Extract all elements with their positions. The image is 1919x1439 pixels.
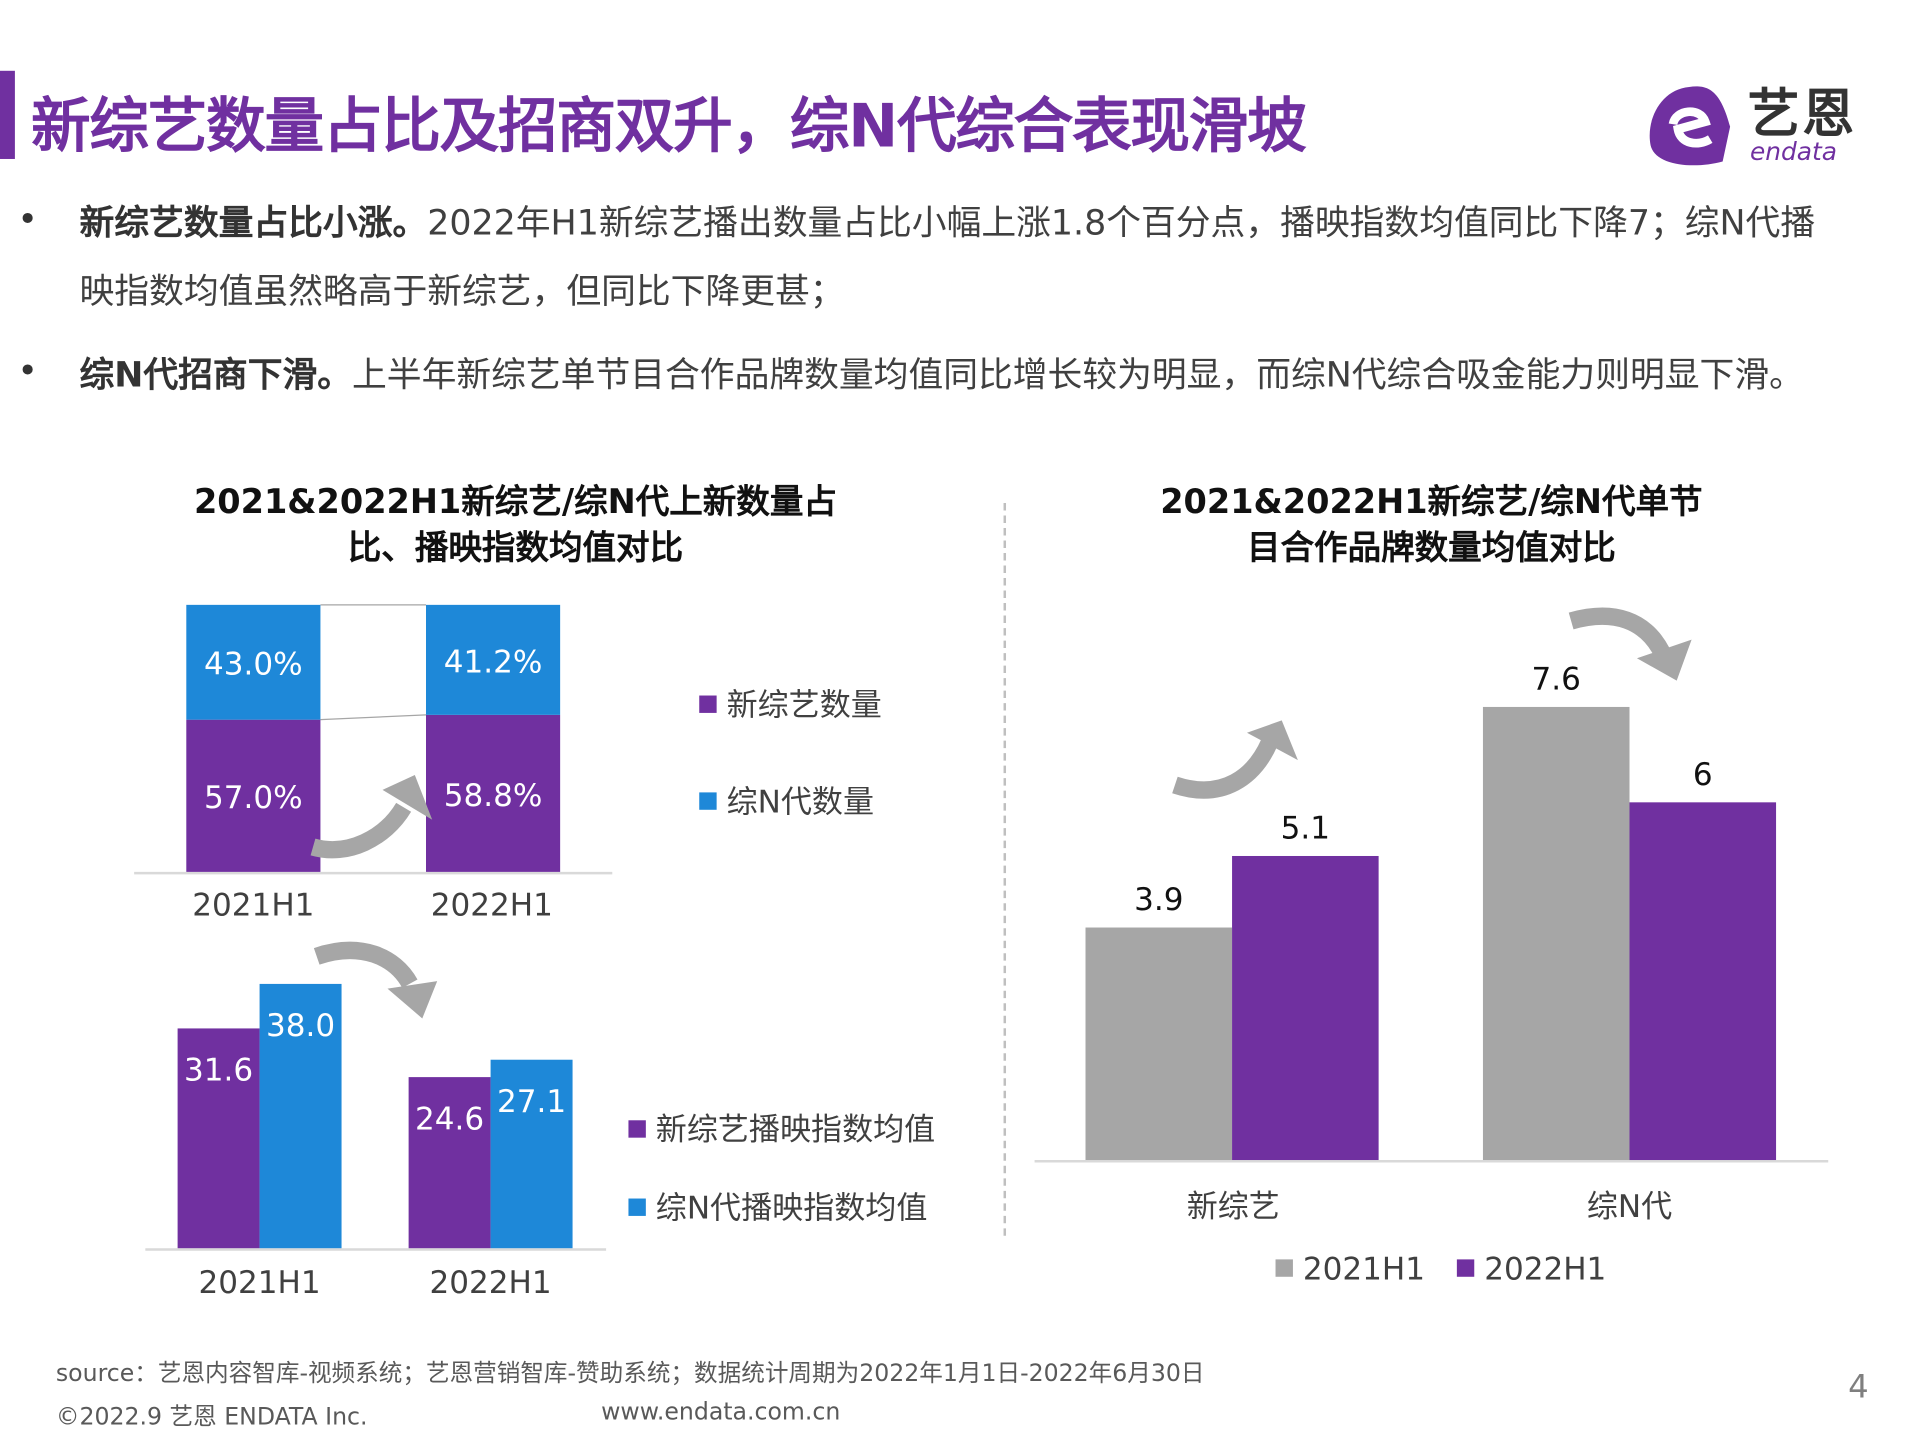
- page-number: 4: [1848, 1368, 1869, 1406]
- website-link[interactable]: www.endata.com.cn: [601, 1398, 841, 1426]
- bullet-2: 综N代招商下滑。上半年新综艺单节目合作品牌数量均值同比增长较为明显，而综N代综合…: [79, 340, 1843, 408]
- data-label: 5.1: [1281, 811, 1330, 847]
- legend-swatch: [1275, 1259, 1293, 1277]
- legend-label: 2021H1: [1302, 1250, 1425, 1287]
- source-note: source：艺恩内容智库-视频系统；艺恩营销智库-赞助系统；数据统计周期为20…: [55, 1359, 1205, 1388]
- legend-label: 综N代播映指数均值: [655, 1189, 928, 1226]
- data-label: 57.0%: [204, 780, 303, 816]
- bar-segment: [426, 604, 561, 715]
- connector-line: [320, 714, 427, 721]
- endata-logo: 艺恩 endata: [1646, 77, 1882, 170]
- bar: [1629, 802, 1777, 1161]
- data-label: 27.1: [497, 1084, 566, 1120]
- bullet-2-text: 上半年新综艺单节目合作品牌数量均值同比增长较为明显，而综N代综合吸金能力则明显下…: [352, 353, 1804, 395]
- x-tick-label: 2022H1: [430, 886, 553, 923]
- bar-segment: [186, 604, 321, 720]
- left-chart-title: 2021&2022H1新综艺/综N代上新数量占比、播映指数均值对比: [193, 483, 837, 568]
- bullet-dot: •: [17, 350, 38, 392]
- bullet-1-heading: 新综艺数量占比小涨。: [79, 202, 428, 244]
- bar: [1232, 855, 1379, 1161]
- legend-swatch: [628, 1120, 646, 1138]
- copyright: ©2022.9 艺恩 ENDATA Inc.: [55, 1403, 368, 1431]
- up-arrow-icon: [1172, 738, 1278, 799]
- bar-segment: [186, 719, 321, 872]
- logo-e-icon: [1649, 86, 1731, 166]
- right-chart-title: 2021&2022H1新综艺/综N代单节目合作品牌数量均值对比: [1160, 483, 1703, 568]
- bullet-dot: •: [17, 198, 38, 240]
- down-arrow-icon-head: [387, 981, 438, 1019]
- legend-item: 2021H1: [1275, 1250, 1425, 1287]
- bar-segment: [426, 714, 561, 872]
- x-tick-label: 2022H1: [429, 1264, 552, 1301]
- legend-label: 2022H1: [1484, 1250, 1607, 1287]
- down-arrow-icon-head: [1636, 639, 1692, 681]
- data-label: 31.6: [184, 1053, 253, 1089]
- data-label: 3.9: [1134, 882, 1183, 918]
- bullet-1-text: 2022年H1新综艺播出数量占比小幅上涨1.8个百分点，播映指数均值同比下降7；…: [79, 202, 1816, 312]
- x-tick-label: 2021H1: [198, 1264, 321, 1301]
- x-tick-label: 综N代: [1586, 1188, 1673, 1225]
- bar: [1482, 706, 1630, 1161]
- title-accent-bar: [0, 70, 15, 159]
- bullet-1: 新综艺数量占比小涨。2022年H1新综艺播出数量占比小幅上涨1.8个百分点，播映…: [79, 189, 1843, 326]
- logo-subtext: endata: [1749, 136, 1837, 167]
- data-label: 7.6: [1532, 662, 1581, 698]
- data-label: 38.0: [266, 1008, 335, 1044]
- legend-swatch: [628, 1198, 646, 1216]
- legend-label: 新综艺播映指数均值: [655, 1111, 936, 1148]
- bar: [259, 983, 342, 1249]
- legend-item: 新综艺播映指数均值: [628, 1105, 935, 1150]
- legend-label: 新综艺数量: [726, 686, 882, 723]
- page-title: 新综艺数量占比及招商双升，综N代综合表现滑坡: [31, 91, 1307, 162]
- legend-item: 2022H1: [1456, 1250, 1607, 1287]
- down-arrow-icon: [313, 941, 418, 989]
- bullet-2-heading: 综N代招商下滑。: [79, 353, 353, 395]
- data-label: 24.6: [415, 1101, 484, 1137]
- up-arrow-icon-head: [1246, 720, 1298, 761]
- legend-swatch: [1456, 1259, 1475, 1277]
- legend-swatch: [699, 792, 717, 810]
- x-tick-label: 2021H1: [192, 886, 315, 923]
- divider: [1003, 503, 1007, 1236]
- data-label: 58.8%: [444, 778, 543, 814]
- data-label: 43.0%: [204, 647, 303, 683]
- legend-item: 新综艺数量: [699, 681, 882, 726]
- bar: [408, 1077, 491, 1249]
- x-tick-label: 新综艺: [1186, 1188, 1280, 1225]
- bar: [1085, 927, 1233, 1161]
- legend-label: 综N代数量: [726, 783, 874, 820]
- bar: [490, 1059, 573, 1249]
- up-arrow-icon-head: [382, 775, 433, 820]
- logo-text: 艺恩: [1747, 83, 1857, 145]
- legend-swatch: [699, 695, 717, 713]
- legend-item: 综N代播映指数均值: [628, 1184, 927, 1229]
- down-arrow-icon: [1568, 607, 1670, 657]
- legend-item: 综N代数量: [699, 777, 874, 822]
- data-label: 41.2%: [444, 644, 543, 680]
- up-arrow-icon: [310, 802, 412, 859]
- data-label: 6: [1693, 757, 1713, 793]
- bar: [177, 1028, 260, 1249]
